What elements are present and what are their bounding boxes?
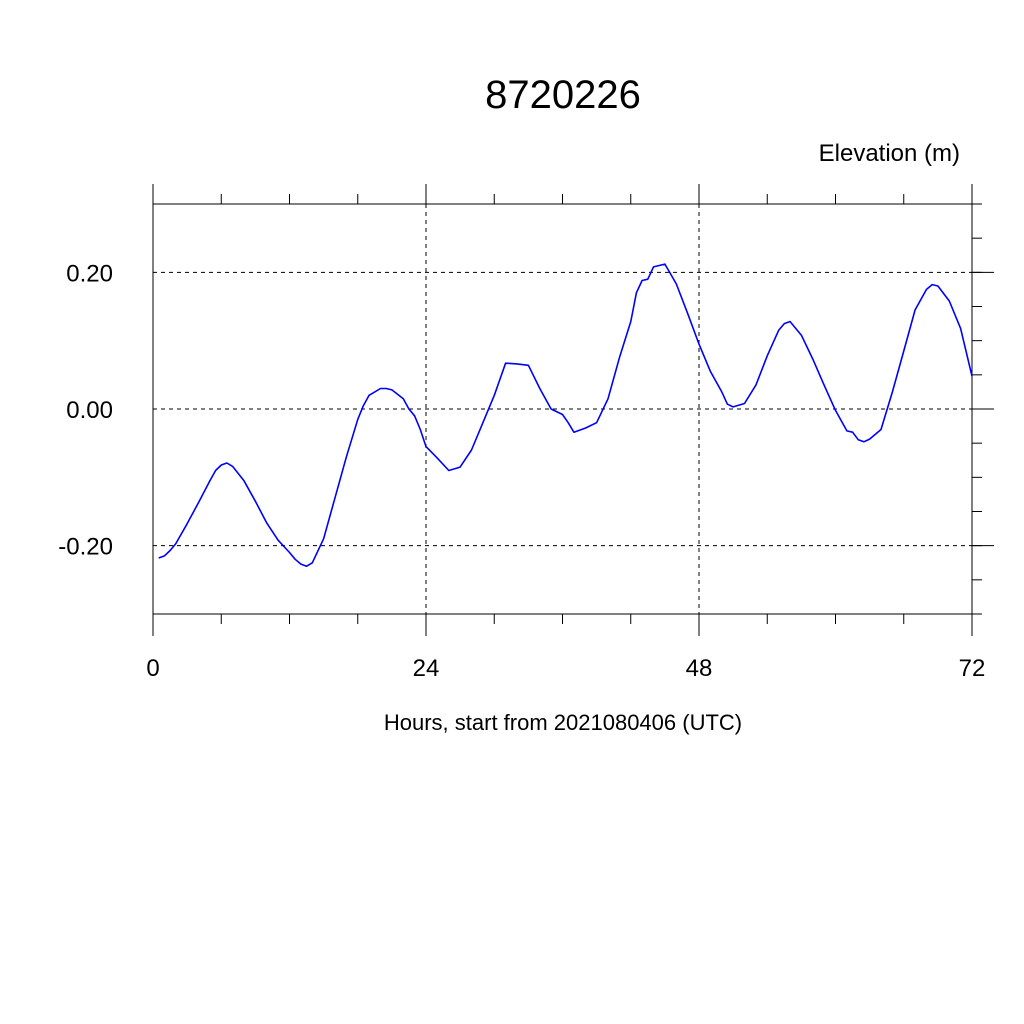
- y-tick-label: -0.20: [58, 534, 113, 561]
- y-axis-label: Elevation (m): [819, 140, 960, 167]
- grid-lines: [152, 204, 973, 614]
- axis-ticks: [152, 184, 994, 636]
- plot-frame: [152, 203, 973, 615]
- series-layer: [158, 263, 973, 568]
- series-line: [158, 263, 973, 568]
- chart-title: 8720226: [485, 73, 641, 117]
- x-tick-label: 0: [146, 655, 159, 682]
- tick-labels: 0 24 48 72 0.20 0.00 -0.20: [58, 260, 985, 682]
- x-tick-label: 24: [413, 655, 440, 682]
- x-tick-label: 48: [686, 655, 713, 682]
- x-tick-label: 72: [959, 655, 986, 682]
- y-tick-label: 0.20: [66, 260, 113, 287]
- y-tick-label: 0.00: [66, 397, 113, 424]
- x-axis-label: Hours, start from 2021080406 (UTC): [384, 710, 742, 735]
